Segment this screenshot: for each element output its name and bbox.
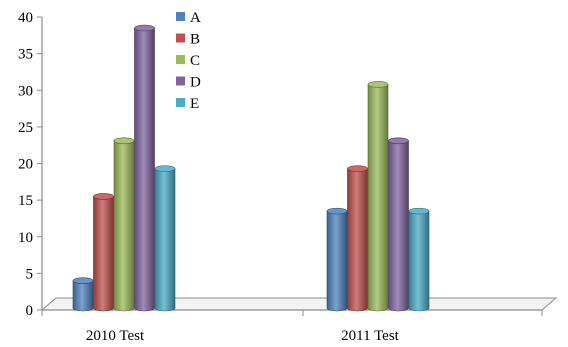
y-tick-label: 25	[18, 120, 33, 136]
y-tick-label: 15	[18, 193, 33, 209]
bar	[113, 137, 135, 312]
y-tick-label: 0	[26, 303, 34, 319]
bar	[367, 81, 389, 312]
bar	[408, 207, 430, 312]
bar	[388, 137, 409, 312]
bar	[72, 277, 94, 312]
bars	[72, 24, 430, 312]
legend-swatch	[176, 12, 185, 21]
bar	[154, 165, 176, 312]
y-tick-label: 30	[18, 83, 33, 99]
y-tick-label: 35	[18, 47, 33, 63]
bar	[93, 193, 114, 312]
legend-label: A	[190, 10, 201, 26]
y-tick-label: 20	[18, 157, 33, 173]
y-tick-label: 40	[18, 10, 33, 26]
y-tick-label: 5	[26, 266, 34, 282]
bar	[347, 165, 368, 312]
legend-label: E	[190, 96, 199, 112]
x-tick-label: 2010 Test	[86, 328, 145, 344]
legend-label: B	[190, 32, 200, 48]
legend-label: D	[190, 75, 201, 91]
legend-swatch	[176, 33, 185, 43]
bar	[134, 24, 155, 312]
legend-swatch	[176, 76, 185, 86]
y-tick-label: 10	[18, 230, 33, 246]
legend-label: C	[190, 53, 200, 69]
legend-swatch	[176, 98, 185, 107]
legend-swatch	[176, 55, 185, 64]
bar	[326, 207, 348, 312]
x-tick-label: 2011 Test	[341, 328, 400, 344]
